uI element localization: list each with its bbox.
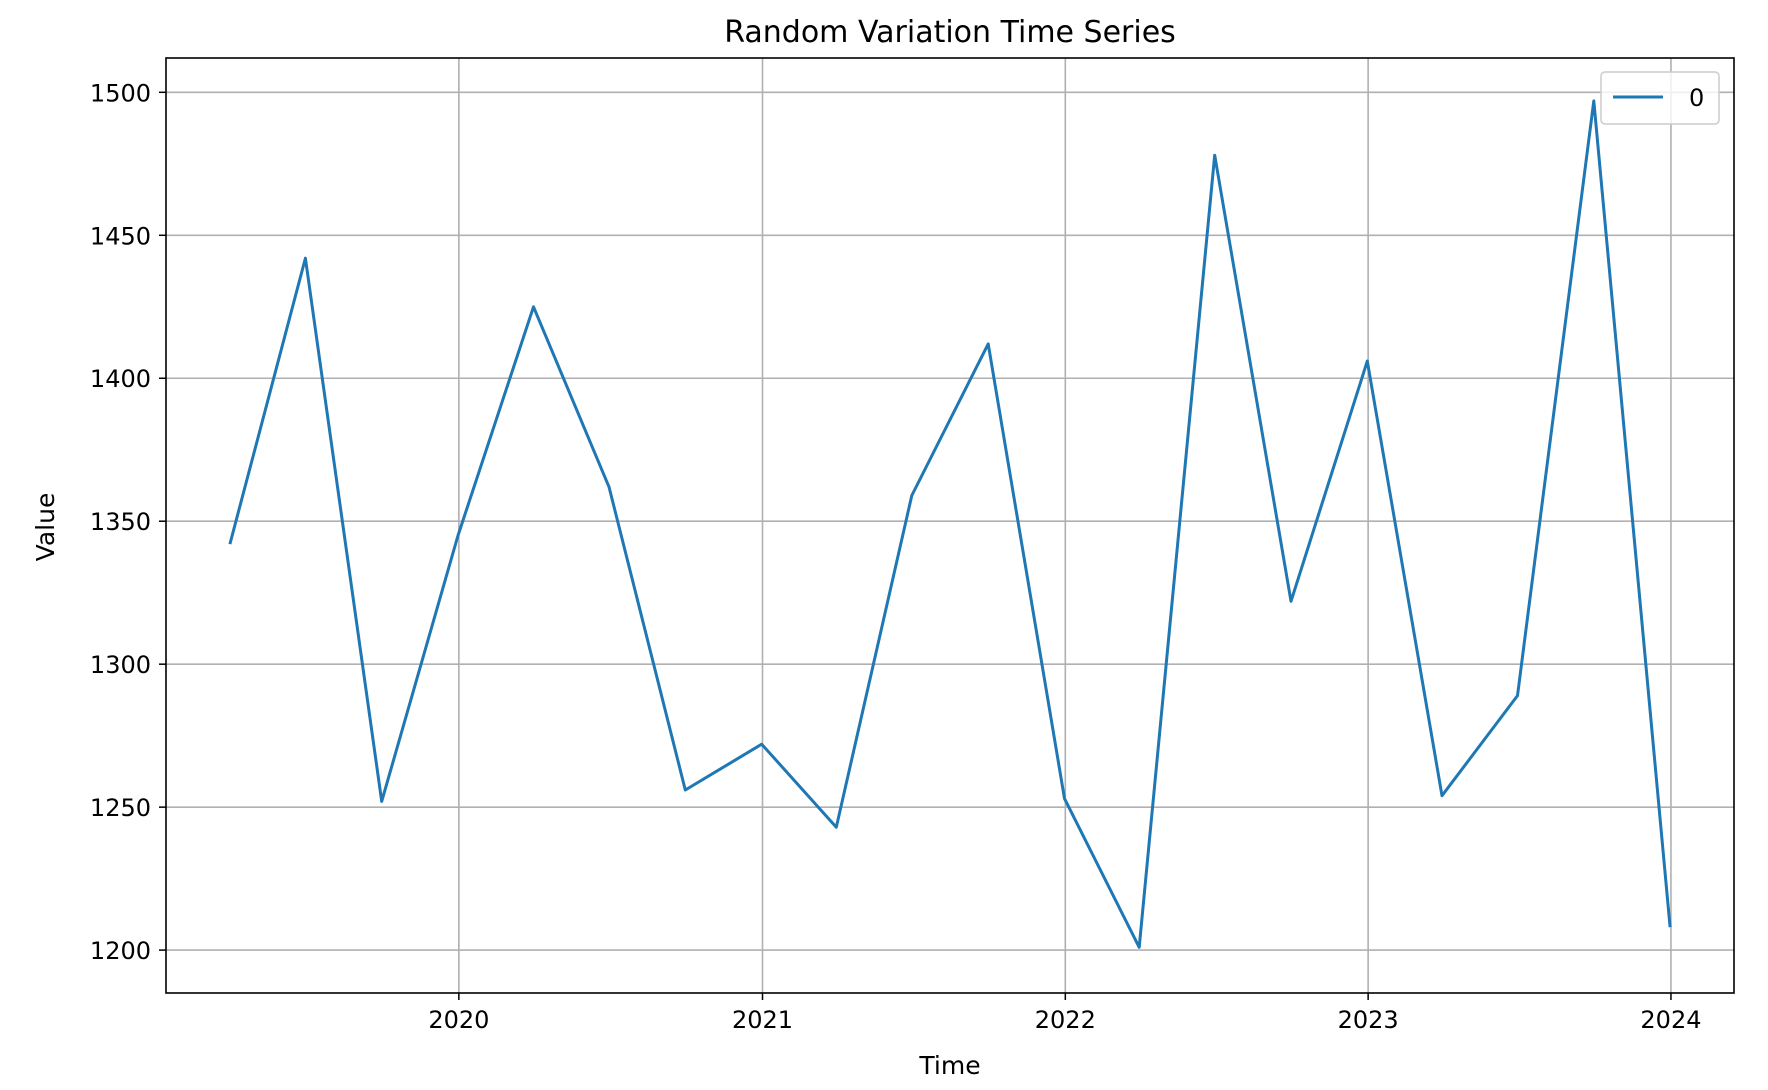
y-tick-label: 1350 xyxy=(90,508,151,536)
y-tick-label: 1400 xyxy=(90,365,151,393)
y-tick-label: 1300 xyxy=(90,651,151,679)
y-axis-label: Value xyxy=(31,493,60,562)
x-tick-label: 2020 xyxy=(428,1006,489,1034)
ticks: 2020 2021 2022 2023 2024 1200 1250 1300 1350 1400… xyxy=(90,79,1702,1034)
plot-frame xyxy=(165,57,1735,994)
x-tick-label: 2022 xyxy=(1035,1006,1096,1034)
x-tick-label: 2024 xyxy=(1640,1006,1701,1034)
y-tick-label: 1200 xyxy=(90,937,151,965)
chart-title: Random Variation Time Series xyxy=(724,15,1176,50)
y-tick-label: 1450 xyxy=(90,222,151,250)
legend-label: 0 xyxy=(1689,84,1704,112)
x-axis-label: Time xyxy=(918,1051,980,1080)
x-tick-label: 2021 xyxy=(732,1006,793,1034)
y-tick-label: 1500 xyxy=(90,79,151,107)
series-line xyxy=(228,99,1672,949)
grid xyxy=(166,58,1734,993)
series-layer xyxy=(228,99,1672,949)
x-tick-label: 2023 xyxy=(1338,1006,1399,1034)
y-tick-label: 1250 xyxy=(90,794,151,822)
legend: 0 xyxy=(1600,71,1720,125)
